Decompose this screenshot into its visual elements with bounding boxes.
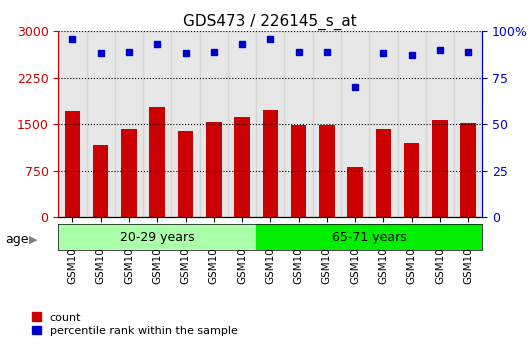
Bar [432, 120, 448, 217]
Bar [206, 122, 222, 217]
Bar [341, 31, 369, 217]
Bar [369, 31, 398, 217]
Bar [228, 31, 256, 217]
Title: GDS473 / 226145_s_at: GDS473 / 226145_s_at [183, 13, 357, 30]
Bar [171, 31, 200, 217]
Text: 65-71 years: 65-71 years [332, 231, 407, 244]
Bar [313, 31, 341, 217]
Bar [234, 117, 250, 217]
Bar [65, 110, 80, 217]
Bar [93, 145, 109, 217]
Bar [143, 31, 171, 217]
Bar [291, 125, 306, 217]
Bar [200, 31, 228, 217]
Bar [256, 224, 482, 250]
Bar [149, 107, 165, 217]
Bar [256, 31, 285, 217]
Bar [426, 31, 454, 217]
Text: 20-29 years: 20-29 years [120, 231, 195, 244]
Bar [404, 144, 419, 217]
Text: ▶: ▶ [29, 235, 38, 245]
Bar [58, 224, 256, 250]
Text: age: age [5, 233, 29, 246]
Bar [262, 110, 278, 217]
Bar [454, 31, 482, 217]
Bar [285, 31, 313, 217]
Bar [121, 129, 137, 217]
Bar [58, 31, 86, 217]
Bar [178, 131, 193, 217]
Bar [398, 31, 426, 217]
Bar [461, 123, 476, 217]
Bar [115, 31, 143, 217]
Legend: count, percentile rank within the sample: count, percentile rank within the sample [32, 313, 238, 336]
Bar [376, 129, 391, 217]
Bar [347, 167, 363, 217]
Bar [319, 125, 334, 217]
Bar [86, 31, 115, 217]
